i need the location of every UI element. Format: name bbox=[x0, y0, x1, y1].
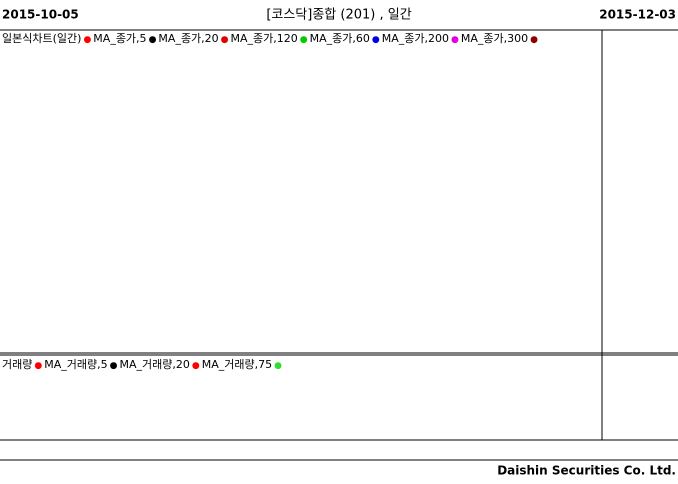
legend-dot: ● bbox=[148, 35, 157, 45]
legend-label: MA_거래량,20 bbox=[119, 358, 190, 371]
legend-dot: ● bbox=[451, 35, 459, 45]
legend-label: MA_종가,20 bbox=[158, 32, 219, 45]
legend-dot: ● bbox=[83, 35, 92, 45]
legend-dot: ● bbox=[191, 361, 200, 371]
legend-label: MA_거래량,5 bbox=[44, 358, 108, 371]
legend-label: MA_종가,5 bbox=[93, 32, 147, 45]
legend-label: 일본식차트(일간) bbox=[2, 32, 82, 45]
legend-dot: ● bbox=[530, 35, 538, 45]
legend-dot: ● bbox=[274, 361, 282, 371]
legend-label: MA_종가,120 bbox=[230, 32, 298, 45]
footer: Daishin Securities Co. Ltd. bbox=[497, 464, 676, 478]
legend-label: MA_종가,200 bbox=[381, 32, 449, 45]
price-legend: 일본식차트(일간) ● MA_종가,5 ● MA_종가,20 ● MA_종가,120 ● MA_… bbox=[2, 32, 540, 47]
end-date: 2015-12-03 bbox=[599, 8, 676, 22]
legend-dot: ● bbox=[299, 35, 308, 45]
legend-label: MA_종가,60 bbox=[309, 32, 370, 45]
legend-dot: ● bbox=[371, 35, 380, 45]
legend-dot: ● bbox=[34, 361, 43, 371]
legend-dot: ● bbox=[220, 35, 229, 45]
legend-label: MA_거래량,75 bbox=[201, 358, 273, 371]
legend-dot: ● bbox=[109, 361, 118, 371]
legend-label: 거래량 bbox=[2, 358, 33, 371]
volume-legend: 거래량 ● MA_거래량,5 ● MA_거래량,20 ● MA_거래량,75 ● bbox=[2, 358, 284, 373]
chart-title: [코스닥]종합 (201) , 일간 bbox=[266, 8, 411, 23]
start-date: 2015-10-05 bbox=[2, 8, 79, 22]
legend-label: MA_종가,300 bbox=[460, 32, 529, 45]
